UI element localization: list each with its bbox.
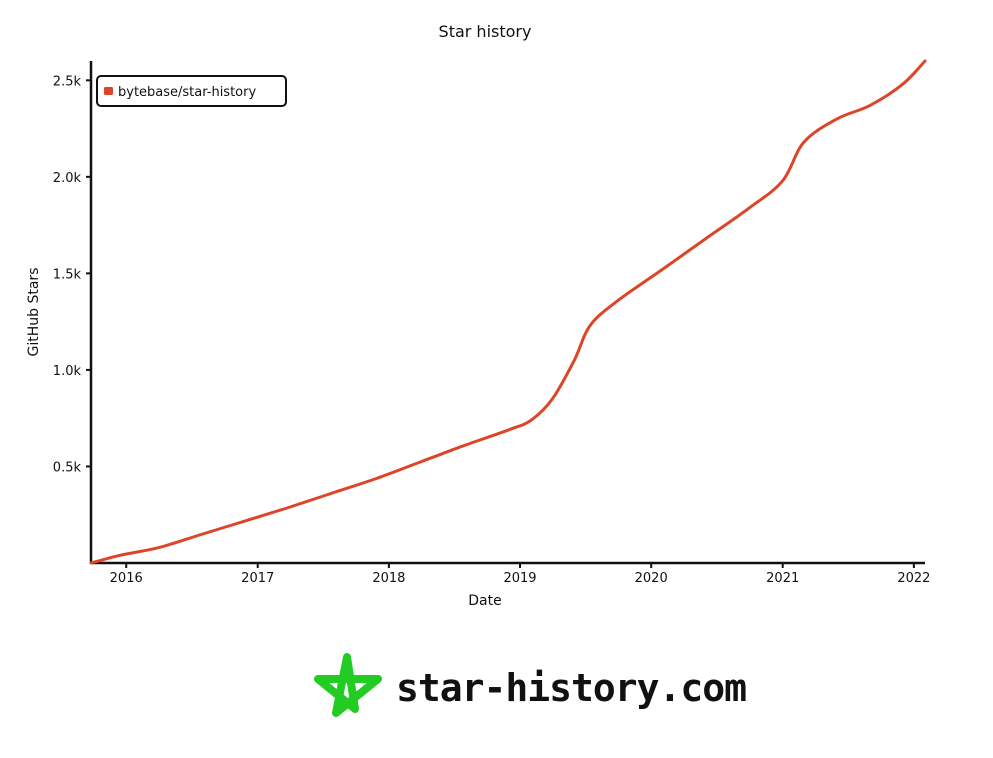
- y-tick-label: 2.0k: [53, 171, 82, 186]
- legend-label: bytebase/star-history: [118, 85, 256, 100]
- star-history-watermark: star-history.com: [312, 648, 747, 728]
- x-tick-label: 2022: [897, 571, 930, 586]
- x-tick-label: 2018: [372, 571, 405, 586]
- legend-box: [96, 75, 287, 107]
- series-layer: [89, 59, 927, 565]
- chart-axes: [89, 61, 925, 565]
- legend-swatch: [104, 87, 113, 95]
- x-tick-label: 2021: [766, 571, 799, 586]
- chart-legend: bytebase/star-history: [96, 75, 287, 107]
- x-tick-label: 2019: [503, 571, 536, 586]
- x-axis-label: Date: [468, 593, 501, 609]
- y-tick-label: 2.5k: [53, 74, 82, 89]
- x-axis-ticks: 2016 2017 2018 2019 2020 2021 2022: [110, 563, 930, 586]
- star-history-chart: Star history 0.5k1.0k1.5k2.0k2.5k 2016 20…: [26, 22, 930, 609]
- watermark-text: star-history.com: [396, 666, 747, 710]
- y-tick-label: 0.5k: [53, 460, 82, 475]
- series-line: [89, 59, 927, 565]
- x-tick-label: 2017: [241, 571, 274, 586]
- y-tick-label: 1.0k: [53, 364, 82, 379]
- x-tick-label: 2016: [110, 571, 143, 586]
- x-tick-label: 2020: [635, 571, 668, 586]
- star-icon: [312, 651, 382, 725]
- y-tick-label: 1.5k: [53, 267, 82, 282]
- y-axis-label: GitHub Stars: [26, 268, 42, 357]
- y-axis-ticks: 0.5k 1.0k 1.5k 2.0k 2.5k: [53, 74, 91, 475]
- chart-title: Star history: [439, 22, 532, 41]
